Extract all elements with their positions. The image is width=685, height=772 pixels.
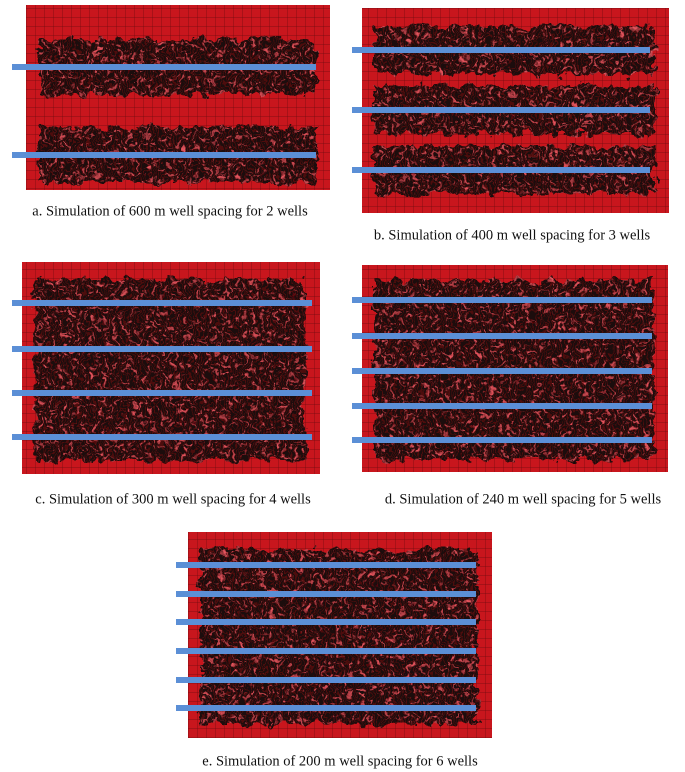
well	[176, 648, 476, 654]
well	[12, 300, 312, 306]
well	[352, 107, 650, 113]
well	[352, 167, 650, 173]
well	[176, 677, 476, 683]
figure: a. Simulation of 600 m well spacing for …	[0, 0, 685, 772]
well	[352, 368, 652, 374]
well	[176, 562, 476, 568]
well	[176, 619, 476, 625]
well	[12, 64, 316, 70]
well	[352, 403, 652, 409]
simulation-image	[12, 5, 330, 190]
well	[12, 346, 312, 352]
caption: e. Simulation of 200 m well spacing for …	[202, 753, 478, 769]
simulation-image	[12, 262, 320, 474]
simulation-image	[352, 8, 669, 213]
well	[12, 390, 312, 396]
well	[352, 437, 652, 443]
caption: c. Simulation of 300 m well spacing for …	[35, 491, 311, 507]
caption: b. Simulation of 400 m well spacing for …	[374, 227, 651, 243]
well	[176, 591, 476, 597]
caption: a. Simulation of 600 m well spacing for …	[32, 203, 308, 219]
well	[12, 434, 312, 440]
caption: d. Simulation of 240 m well spacing for …	[385, 491, 662, 507]
simulation-image	[176, 532, 492, 738]
well	[352, 297, 652, 303]
simulation-image	[352, 265, 668, 472]
well	[12, 152, 316, 158]
fracture-zone	[34, 279, 306, 461]
well	[352, 333, 652, 339]
fracture-zone	[200, 549, 478, 724]
well	[176, 705, 476, 711]
well	[352, 47, 650, 53]
